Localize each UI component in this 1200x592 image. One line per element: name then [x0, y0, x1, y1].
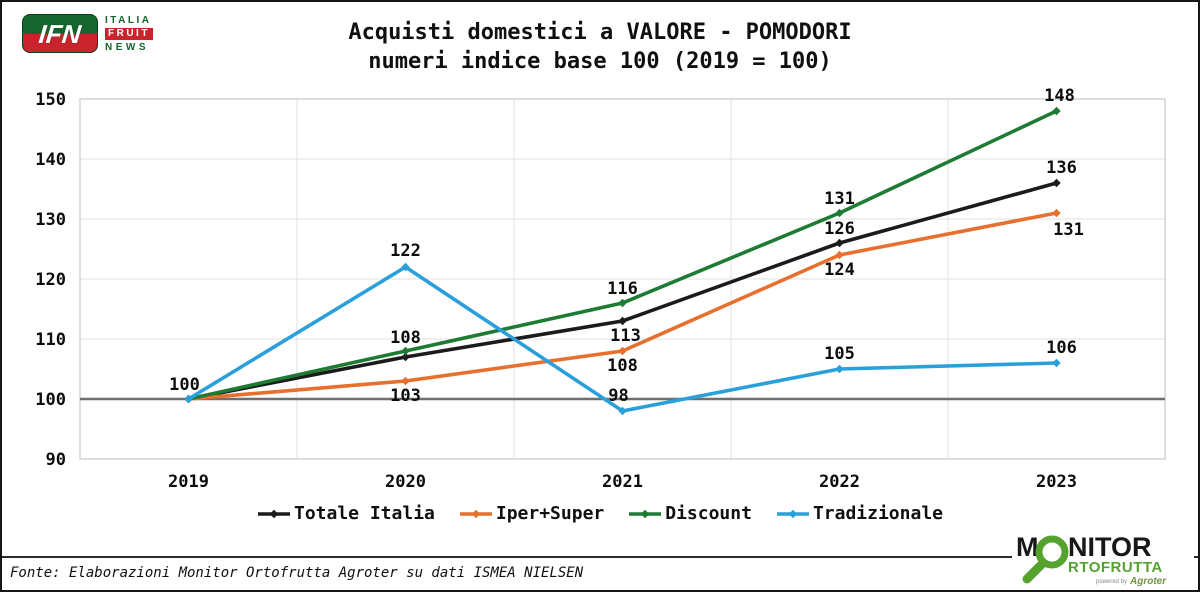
data-point-marker — [1052, 358, 1061, 368]
legend-item-totale-italia: Totale Italia — [257, 503, 435, 524]
data-label: 103 — [390, 386, 421, 406]
monitor-text-nitor: NITOR — [1068, 532, 1152, 562]
series-discount — [184, 106, 1061, 404]
series-labels-discount: 108 116 131 148 — [390, 86, 1075, 348]
data-label: 100 — [169, 375, 200, 395]
svg-text:2023: 2023 — [1036, 472, 1077, 492]
ifn-word-fruit: FRUIT — [105, 28, 153, 40]
legend-label: Totale Italia — [293, 503, 435, 524]
svg-text:2021: 2021 — [602, 472, 643, 492]
monitor-text-m: M — [1016, 532, 1039, 562]
data-point-marker — [401, 352, 410, 362]
data-point-marker — [184, 394, 193, 404]
ifn-badge-icon: IFN — [22, 14, 98, 53]
data-label: 113 — [610, 326, 641, 346]
legend-marker-icon — [629, 509, 662, 518]
svg-text:2022: 2022 — [819, 472, 860, 492]
svg-text:120: 120 — [35, 270, 66, 290]
data-label: 148 — [1044, 86, 1075, 106]
chart-title: Acquisti domestici a VALORE - POMODORI — [348, 20, 852, 45]
legend-label: Iper+Super — [495, 503, 605, 524]
data-point-marker — [835, 364, 844, 374]
legend-label: Tradizionale — [812, 503, 943, 524]
legend-marker-icon — [257, 509, 290, 518]
data-point-marker — [618, 346, 627, 356]
ifn-logo: IFN ITALIA FRUIT NEWS — [22, 14, 153, 53]
data-point-marker — [618, 298, 627, 308]
line-chart: 90 100 110 120 130 140 150 2019 2020 2021 2022 2023… — [35, 86, 1166, 492]
svg-text:2019: 2019 — [168, 472, 209, 492]
data-point-marker — [401, 346, 410, 356]
data-label: 124 — [824, 260, 855, 280]
data-point-marker — [835, 208, 844, 218]
data-label: 108 — [607, 356, 638, 376]
y-axis-labels: 90 100 110 120 130 140 150 — [35, 90, 66, 470]
data-point-marker — [618, 316, 627, 326]
series-labels-iper-super: 103 108 124 131 — [390, 220, 1084, 406]
legend-item-discount: Discount — [628, 503, 752, 524]
data-label: 126 — [824, 219, 855, 239]
svg-text:90: 90 — [46, 450, 66, 470]
chart-footer: Fonte: Elaborazioni Monitor Ortofrutta A… — [2, 525, 1198, 590]
svg-text:140: 140 — [35, 150, 66, 170]
x-axis-labels: 2019 2020 2021 2022 2023 — [168, 472, 1077, 492]
data-point-marker — [835, 238, 844, 248]
data-label: 116 — [607, 279, 638, 299]
chart-legend: Totale Italia Iper+Super Discount Tradizion… — [2, 503, 1198, 524]
monitor-logo-graphic: M NITOR RTOFRUTTA powered by Agroter — [1016, 532, 1167, 587]
data-point-marker — [401, 376, 410, 386]
chart-subtitle: numeri indice base 100 (2019 = 100) — [368, 49, 832, 74]
series-labels-totale-italia: 100 113 126 136 — [169, 158, 1077, 395]
monitor-powered-by: powered by — [1096, 579, 1127, 585]
svg-text:2020: 2020 — [385, 472, 426, 492]
svg-text:130: 130 — [35, 210, 66, 230]
legend-marker-icon — [459, 509, 492, 518]
source-note: Fonte: Elaborazioni Monitor Ortofrutta A… — [10, 565, 584, 581]
legend-item-iper-super: Iper+Super — [459, 503, 604, 524]
series-tradizionale — [184, 262, 1061, 416]
svg-text:110: 110 — [35, 330, 66, 350]
ifn-wordmark: ITALIA FRUIT NEWS — [105, 14, 153, 53]
magnifier-lens-icon — [1035, 535, 1069, 569]
chart-title-block: Acquisti domestici a VALORE - POMODORI n… — [2, 18, 1198, 76]
data-point-marker — [401, 262, 410, 272]
magnifier-handle-icon — [1022, 559, 1047, 584]
data-point-marker — [1052, 208, 1061, 218]
data-label: 122 — [390, 241, 421, 261]
data-point-marker — [618, 406, 627, 416]
data-label: 105 — [824, 344, 855, 364]
ifn-word-news: NEWS — [105, 42, 149, 53]
legend-label: Discount — [665, 503, 752, 524]
data-label: 106 — [1046, 338, 1077, 358]
svg-text:100: 100 — [35, 390, 66, 410]
data-label: 136 — [1046, 158, 1077, 178]
data-label: 108 — [390, 328, 421, 348]
plot-border — [79, 98, 1166, 460]
data-label: 98 — [608, 386, 628, 406]
series-labels-tradizionale: 122 98 105 106 — [390, 241, 1077, 406]
monitor-text-rtofrutta: RTOFRUTTA — [1068, 559, 1163, 576]
data-point-marker — [835, 250, 844, 260]
legend-marker-icon — [776, 509, 809, 518]
data-label: 131 — [824, 189, 855, 209]
ifn-word-italia: ITALIA — [105, 15, 152, 26]
svg-text:150: 150 — [35, 90, 66, 110]
data-label: 131 — [1053, 220, 1084, 240]
legend-item-tradizionale: Tradizionale — [776, 503, 943, 524]
data-point-marker — [1052, 178, 1061, 188]
data-point-marker — [1052, 106, 1061, 116]
monitor-agroter: Agroter — [1129, 576, 1167, 587]
monitor-ortofrutta-logo: M NITOR RTOFRUTTA powered by Agroter — [1012, 525, 1194, 590]
